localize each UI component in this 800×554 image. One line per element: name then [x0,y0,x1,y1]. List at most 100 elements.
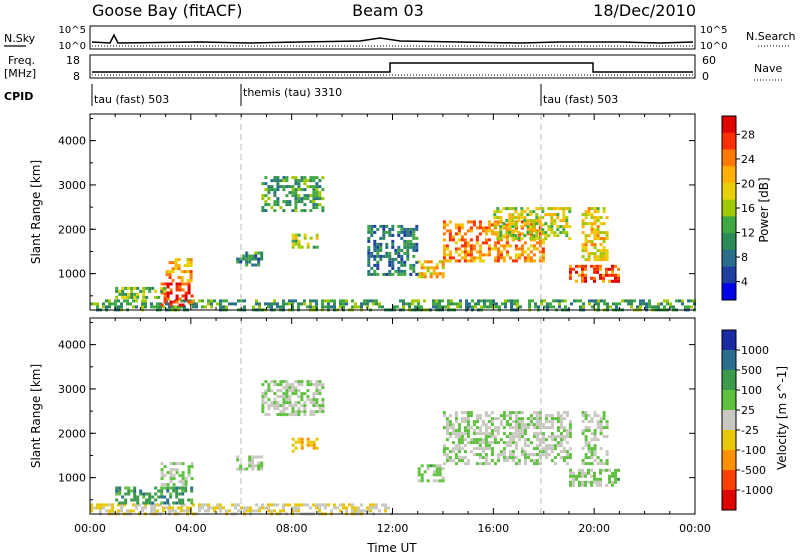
range-gate-cell [562,435,566,439]
range-gate-cell [324,305,327,309]
velocity-colorbar-label: Velocity [m s^-1] [775,366,789,470]
range-gate-cell [121,501,125,505]
range-gate-cell [538,256,542,260]
range-gate-cell [599,429,603,433]
range-gate-cell [505,253,509,257]
range-gate-cell [627,299,630,303]
range-gate-cell [520,420,524,424]
range-gate-cell [581,420,585,424]
range-gate-cell [376,242,380,246]
range-gate-cell [397,260,401,264]
range-gate-cell [260,464,264,468]
range-gate-cell [312,206,316,210]
range-gate-cell [549,302,552,306]
range-gate-cell [556,417,560,421]
range-gate-cell [541,207,545,211]
range-gate-cell [90,503,93,507]
range-gate-cell [126,509,129,513]
nave-label: Nave [754,62,782,75]
range-gate-cell [457,232,461,236]
range-gate-cell [657,305,660,309]
range-gate-cell [276,185,280,189]
range-gate-cell [487,229,491,233]
range-gate-cell [249,506,252,510]
range-gate-cell [115,492,119,496]
range-gate-cell [379,257,383,261]
range-gate-cell [351,503,354,507]
range-gate-cell [417,467,421,471]
range-gate-cell [541,438,545,442]
range-gate-cell [478,244,482,248]
range-gate-cell [351,509,354,513]
range-gate-cell [523,426,527,430]
range-gate-cell [130,286,134,290]
range-gate-cell [593,444,597,448]
range-gate-cell [454,435,458,439]
range-gate-cell [553,213,557,217]
range-gate-cell [412,248,416,252]
range-gate-cell [484,444,488,448]
range-gate-cell [251,263,255,267]
range-gate-cell [508,453,512,457]
range-gate-cell [379,245,383,249]
range-gate-cell [180,509,183,513]
range-gate-cell [207,506,210,510]
range-gate-cell [174,261,178,265]
range-gate-cell [210,302,213,306]
range-gate-cell [611,267,614,271]
range-gate-cell [303,197,307,201]
range-gate-cell [606,305,609,309]
range-gate-cell [550,414,554,418]
range-gate-cell [420,476,424,480]
range-gate-cell [576,299,579,303]
range-gate-cell [366,305,369,309]
range-gate-cell [553,207,557,211]
range-gate-cell [248,260,252,264]
range-gate-cell [538,235,542,239]
range-gate-cell [312,245,316,249]
range-gate-cell [587,441,591,445]
range-gate-cell [309,305,312,309]
y-tick-label: 1000 [58,268,86,281]
range-gate-cell [526,213,530,217]
range-gate-cell [481,259,485,263]
scatter-region [367,224,419,276]
range-gate-cell [171,279,175,283]
range-gate-cell [602,435,606,439]
range-gate-cell [315,404,319,408]
range-gate-cell [309,380,313,384]
range-gate-cell [502,244,506,248]
range-gate-cell [96,506,99,510]
range-gate-cell [163,289,167,293]
range-gate-cell [373,263,377,267]
range-gate-cell [556,216,560,220]
range-gate-cell [535,462,539,466]
range-gate-cell [544,438,548,442]
range-gate-cell [354,506,357,510]
range-gate-cell [581,474,584,478]
range-gate-cell [582,302,585,306]
range-gate-cell [373,272,377,276]
range-gate-cell [593,246,597,250]
range-gate-cell [568,453,572,457]
range-gate-cell [562,450,566,454]
range-gate-cell [273,188,277,192]
range-gate-cell [412,263,416,267]
range-gate-cell [454,429,458,433]
range-gate-cell [376,251,380,255]
range-gate-cell [291,194,295,198]
range-gate-cell [517,256,521,260]
range-gate-cell [472,223,476,227]
range-gate-cell [523,462,527,466]
range-gate-cell [556,411,560,415]
range-gate-cell [502,259,506,263]
range-gate-cell [502,225,506,229]
range-gate-cell [254,254,258,258]
range-gate-cell [201,506,204,510]
range-gate-cell [663,299,666,303]
range-gate-cell [288,386,292,390]
range-gate-cell [442,238,446,242]
range-gate-cell [166,489,170,493]
range-gate-cell [593,438,597,442]
range-gate-cell [496,250,500,254]
